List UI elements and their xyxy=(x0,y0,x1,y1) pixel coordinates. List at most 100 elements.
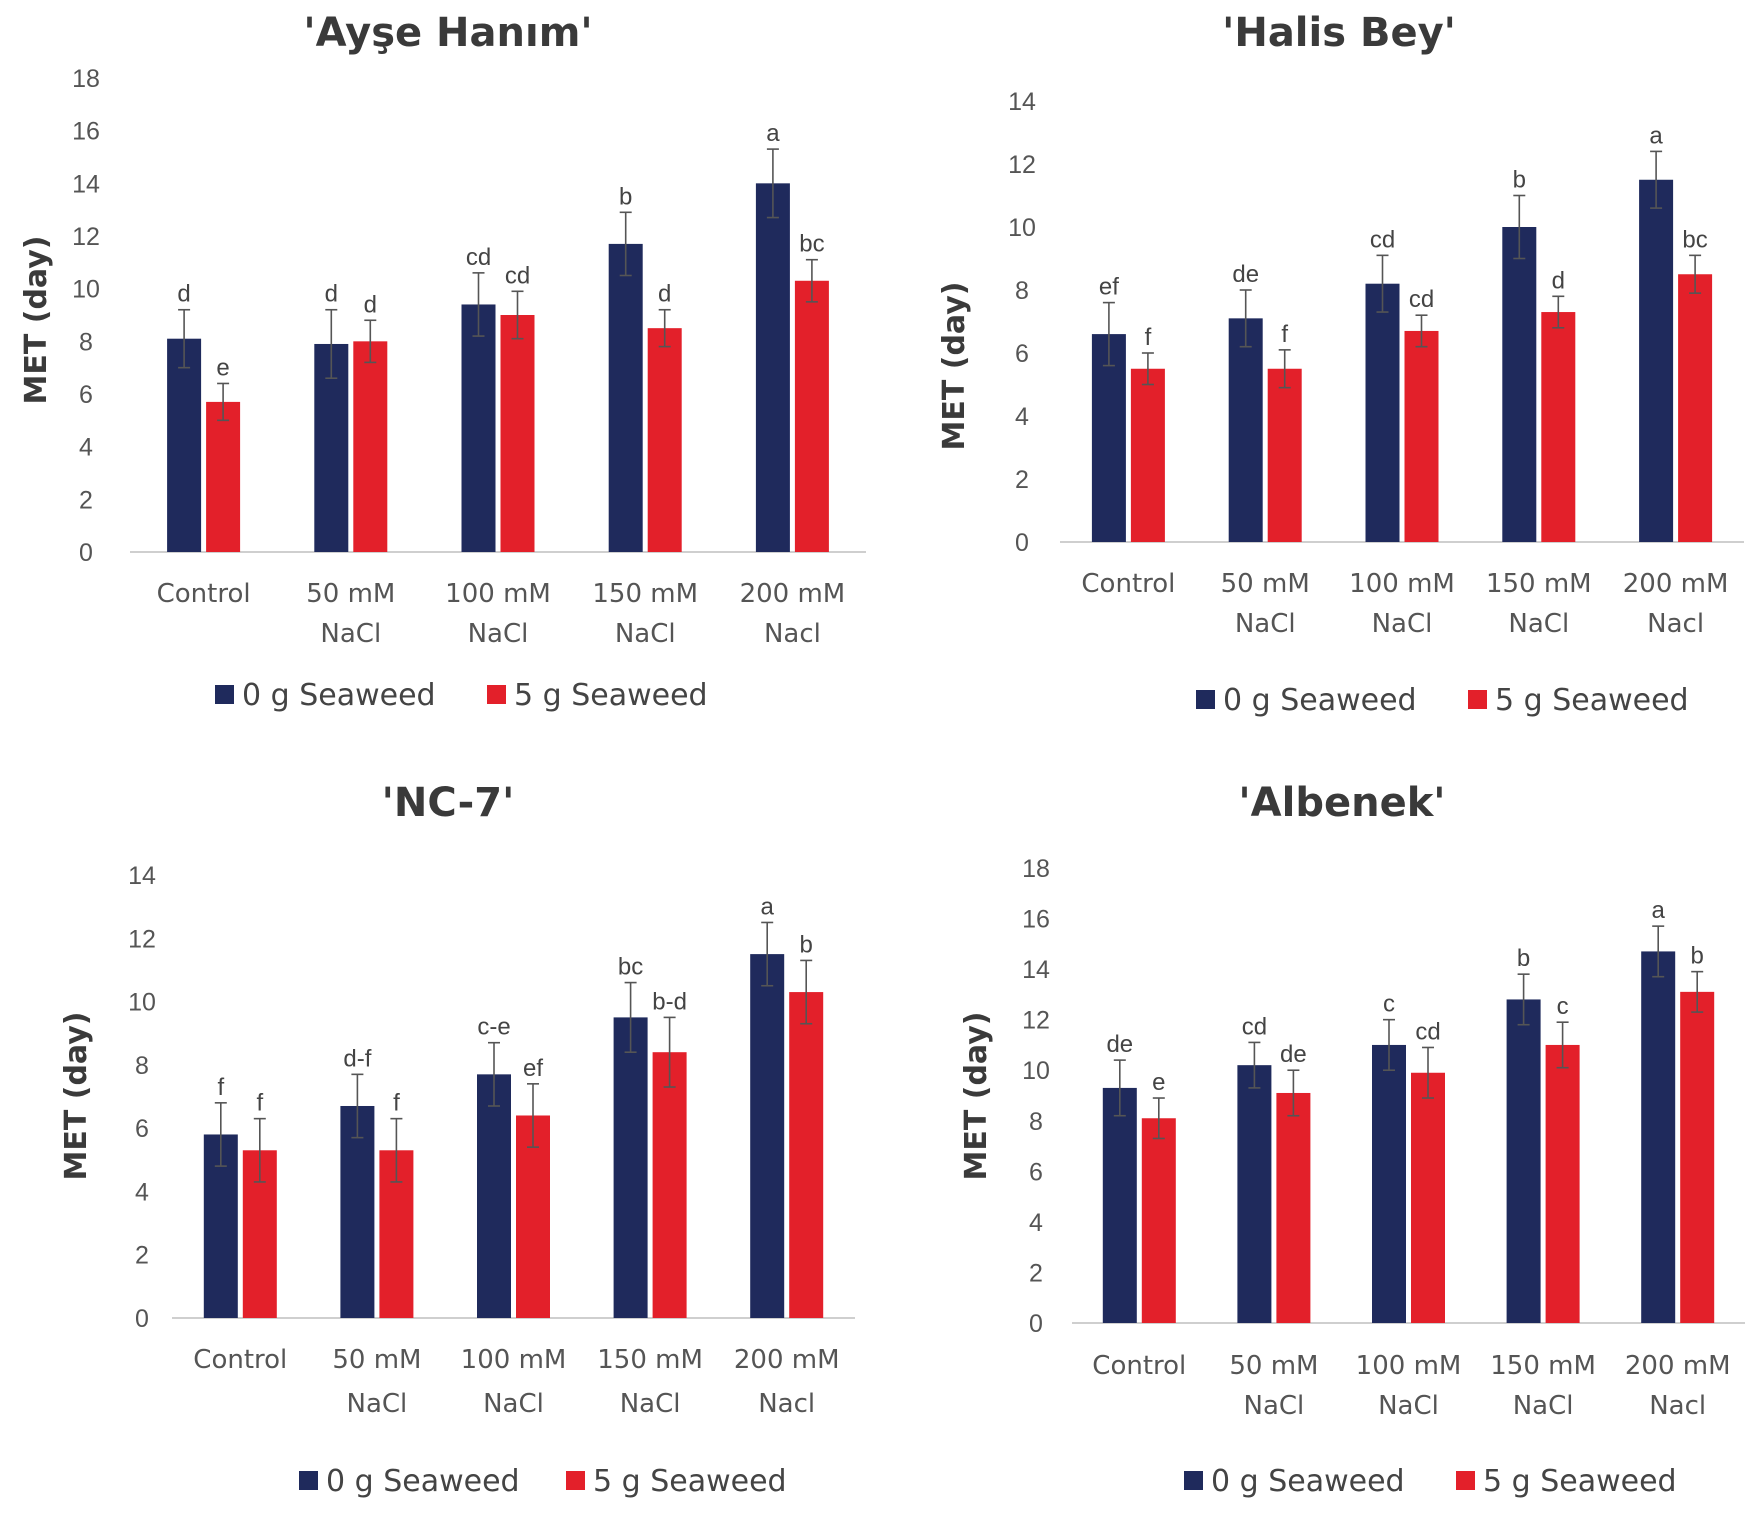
y-axis-label: MET (day) xyxy=(19,235,54,404)
significance-label: f xyxy=(217,1074,224,1101)
bar xyxy=(1091,334,1126,542)
x-tick-label: 200 mM xyxy=(1623,569,1729,599)
significance-label: a xyxy=(1649,122,1663,149)
y-tick-label: 4 xyxy=(1015,403,1029,431)
x-tick-label: NaCl xyxy=(483,1389,544,1419)
bar xyxy=(477,1074,511,1318)
x-tick-label: 100 mM xyxy=(445,579,551,609)
y-axis-label: MET (day) xyxy=(959,1011,994,1180)
bar xyxy=(652,1052,687,1318)
y-tick-label: 4 xyxy=(1029,1209,1043,1237)
significance-label: d-f xyxy=(343,1045,371,1072)
legend-label: 5 g Seaweed xyxy=(1495,683,1689,718)
significance-label: ef xyxy=(523,1055,543,1082)
significance-label: d xyxy=(177,281,190,308)
bar xyxy=(516,1115,550,1318)
bar xyxy=(500,315,535,552)
significance-label: f xyxy=(393,1090,400,1117)
y-tick-label: 12 xyxy=(128,925,156,953)
x-tick-label: 200 mM xyxy=(1625,1351,1731,1381)
x-tick-label: NaCl xyxy=(620,1389,681,1419)
bar xyxy=(353,341,388,552)
bar xyxy=(1639,179,1674,542)
x-tick-label: NaCl xyxy=(320,619,381,649)
x-tick-label: 50 mM xyxy=(1221,569,1310,599)
x-tick-label: 150 mM xyxy=(1486,569,1592,599)
x-tick-label: Nacl xyxy=(1647,609,1704,639)
x-tick-label: NaCl xyxy=(615,619,676,649)
y-tick-label: 12 xyxy=(72,223,100,251)
y-tick-label: 16 xyxy=(72,118,100,146)
significance-label: cd xyxy=(1242,1013,1267,1040)
legend-swatch xyxy=(215,685,234,704)
x-tick-label: 100 mM xyxy=(1356,1351,1462,1381)
legend-swatch xyxy=(299,1471,318,1490)
bar xyxy=(167,338,202,552)
y-tick-label: 0 xyxy=(1015,529,1029,557)
significance-label: d xyxy=(325,281,338,308)
significance-label: de xyxy=(1280,1041,1307,1068)
bar xyxy=(1237,1065,1272,1323)
y-tick-label: 6 xyxy=(135,1115,149,1143)
y-tick-label: 14 xyxy=(72,170,100,198)
bar xyxy=(340,1105,375,1318)
x-tick-label: 200 mM xyxy=(740,579,846,609)
bar xyxy=(1141,1118,1176,1323)
legend-label: 5 g Seaweed xyxy=(593,1464,787,1499)
significance-label: a xyxy=(766,120,780,147)
significance-label: b xyxy=(1691,943,1704,970)
bar xyxy=(1276,1092,1311,1323)
y-tick-label: 10 xyxy=(128,989,156,1017)
y-tick-label: 14 xyxy=(1008,88,1036,116)
bar xyxy=(1506,999,1541,1323)
bar xyxy=(1680,991,1715,1323)
x-tick-label: Control xyxy=(1092,1351,1186,1381)
significance-label: d xyxy=(364,291,377,318)
y-tick-label: 14 xyxy=(1022,956,1050,984)
legend-swatch xyxy=(1184,1471,1203,1490)
bar xyxy=(1228,318,1263,542)
x-tick-label: NaCl xyxy=(1372,609,1433,639)
bar xyxy=(1411,1072,1445,1323)
y-tick-label: 2 xyxy=(135,1242,149,1270)
significance-label: b-d xyxy=(652,988,687,1015)
x-tick-label: 50 mM xyxy=(306,579,395,609)
bar xyxy=(1641,951,1676,1323)
legend-label: 0 g Seaweed xyxy=(242,678,436,713)
significance-label: cd xyxy=(466,244,491,271)
y-tick-label: 4 xyxy=(79,434,93,462)
chart-panel-1: 'Ayşe Hanım' MET (day) 0 2 4 6 8 10 12 14 16 18 Cont… xyxy=(19,10,866,713)
x-tick-label: NaCl xyxy=(468,619,529,649)
x-tick-label: 100 mM xyxy=(461,1345,567,1375)
bar xyxy=(1130,368,1165,542)
significance-label: d xyxy=(1552,267,1565,294)
chart-panel-4: 'Albenek' MET (day) 0 2 4 6 8 10 12 14 16 18 Control… xyxy=(959,780,1745,1499)
y-tick-label: 10 xyxy=(72,276,100,304)
bar xyxy=(1102,1087,1137,1323)
significance-label: cd xyxy=(1409,286,1434,313)
y-axis-label: MET (day) xyxy=(937,281,972,450)
significance-label: cd xyxy=(1415,1018,1440,1045)
bar xyxy=(1404,330,1439,542)
legend-swatch xyxy=(1468,690,1487,709)
chart-title: 'Albenek' xyxy=(1238,780,1445,826)
x-tick-label: 100 mM xyxy=(1349,569,1455,599)
bar xyxy=(755,183,790,553)
legend-label: 0 g Seaweed xyxy=(1211,1464,1405,1499)
bar xyxy=(1267,368,1302,542)
significance-label: f xyxy=(256,1090,263,1117)
x-tick-label: 50 mM xyxy=(1229,1351,1318,1381)
y-tick-label: 2 xyxy=(79,486,93,514)
bar xyxy=(1372,1044,1406,1323)
x-tick-label: Nacl xyxy=(1649,1391,1706,1421)
y-tick-label: 16 xyxy=(1022,906,1050,934)
legend-swatch xyxy=(487,685,506,704)
significance-label: ef xyxy=(1099,274,1119,301)
significance-label: cd xyxy=(1370,226,1395,253)
significance-label: d xyxy=(658,281,671,308)
chart-panel-2: 'Halis Bey' MET (day) 0 2 4 6 8 10 12 14 Control ef… xyxy=(937,10,1744,718)
y-tick-label: 12 xyxy=(1008,151,1036,179)
significance-label: c-e xyxy=(477,1014,510,1041)
significance-label: b xyxy=(800,931,813,958)
bar xyxy=(789,992,824,1318)
